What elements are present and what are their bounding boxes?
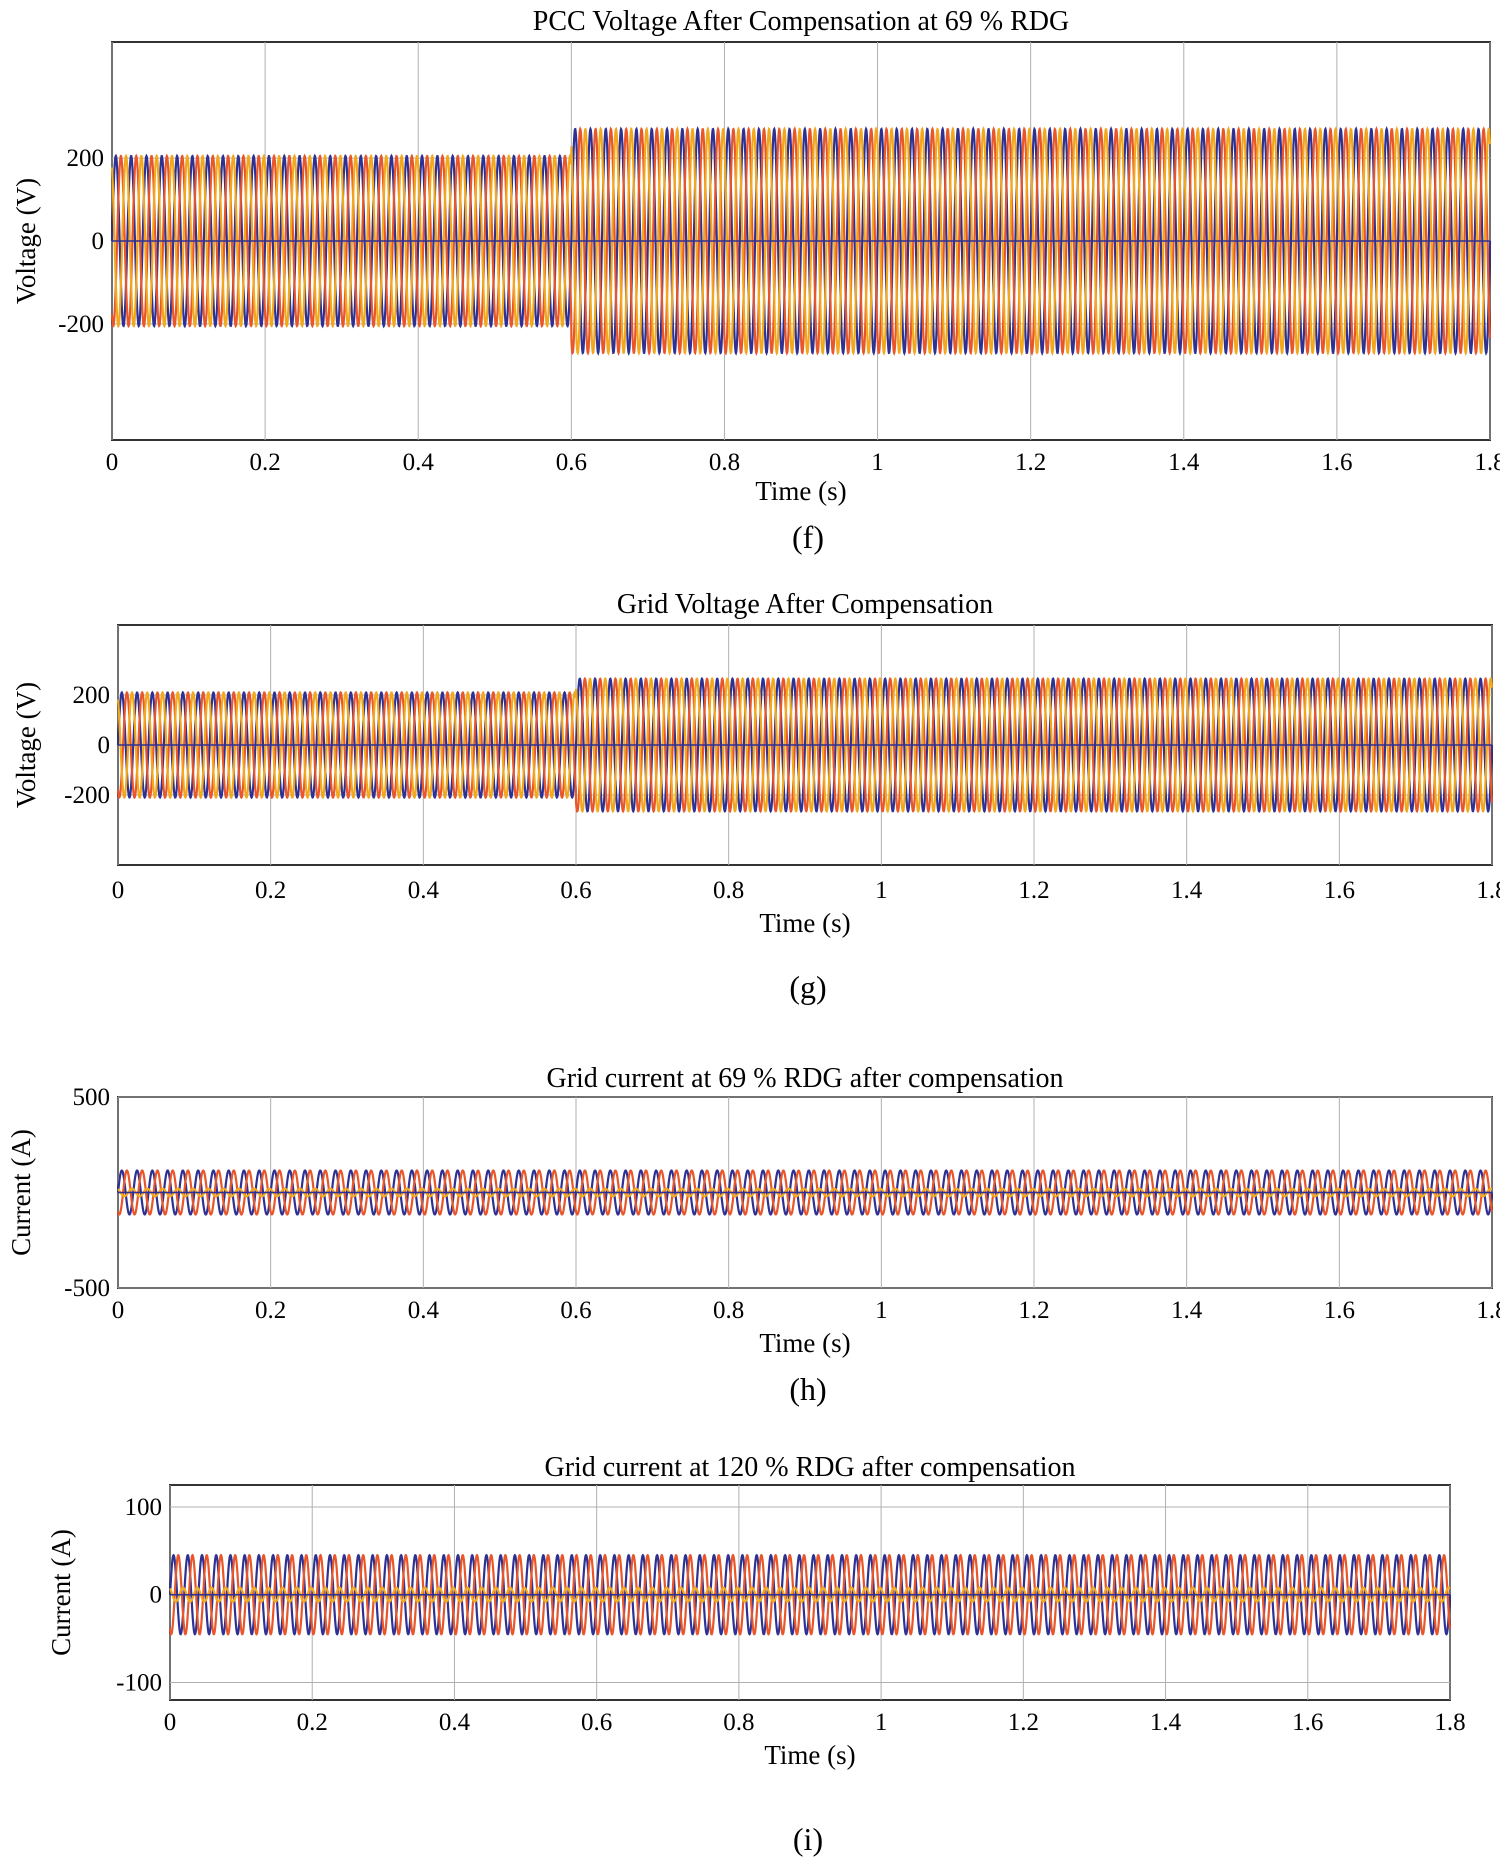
series-line-phase-b <box>116 1169 1494 1216</box>
x-tick-label: 0 <box>112 877 125 904</box>
x-tick-label: 0.6 <box>560 877 591 904</box>
x-tick-label: 0.4 <box>403 449 435 476</box>
chart-panel-h: Grid current at 69 % RDG after compensat… <box>0 1050 1500 1420</box>
y-tick-label: 500 <box>73 1084 111 1111</box>
x-tick-label: 0.8 <box>709 449 740 476</box>
x-tick-label: 0.6 <box>560 1297 591 1324</box>
y-tick-label: 200 <box>73 682 111 709</box>
x-tick-label: 1 <box>875 1709 888 1736</box>
chart-i: Grid current at 120 % RDG after compensa… <box>46 1452 1466 1857</box>
y-tick-label: -200 <box>64 782 110 809</box>
x-tick-label: 1.8 <box>1476 1297 1500 1324</box>
x-tick-label: 1.4 <box>1168 449 1200 476</box>
chart-title: Grid current at 120 % RDG after compensa… <box>544 1452 1075 1483</box>
series-line-phase-b <box>168 1553 1452 1636</box>
y-tick-label: 100 <box>125 1494 163 1521</box>
x-tick-label: 0.4 <box>439 1709 471 1736</box>
x-tick-label: 0.6 <box>581 1709 612 1736</box>
x-tick-label: 1.4 <box>1171 1297 1203 1324</box>
x-tick-label: 1.8 <box>1476 877 1500 904</box>
x-tick-label: 1.4 <box>1171 877 1203 904</box>
chart-g: Grid Voltage After Compensation 0 0.2 0.4 0.… <box>11 589 1500 1005</box>
x-tick-label: 1 <box>871 449 884 476</box>
chart-f: PCC Voltage After Compensation at 69 % R… <box>11 6 1500 555</box>
chart-panel-f: PCC Voltage After Compensation at 69 % R… <box>0 0 1500 560</box>
x-tick-label: 0.2 <box>255 1297 286 1324</box>
x-tick-label: 1.2 <box>1018 877 1049 904</box>
x-tick-label: 0.2 <box>249 449 280 476</box>
x-tick-label: 0 <box>164 1709 177 1736</box>
chart-h: Grid current at 69 % RDG after compensat… <box>6 1063 1500 1407</box>
y-tick-label: -100 <box>116 1669 162 1696</box>
x-axis-label: Time (s) <box>755 476 846 506</box>
series-line-phase-c <box>169 1586 1451 1603</box>
x-tick-label: 0 <box>106 449 119 476</box>
x-tick-label: 0.2 <box>297 1709 328 1736</box>
x-tick-label: 1.8 <box>1474 449 1500 476</box>
x-tick-label: 1.2 <box>1008 1709 1039 1736</box>
y-tick-label: 200 <box>67 145 105 172</box>
x-tick-label: 0.8 <box>713 877 744 904</box>
x-tick-label: 0.8 <box>723 1709 754 1736</box>
y-tick-label: 0 <box>150 1582 163 1609</box>
x-tick-label: 0.2 <box>255 877 286 904</box>
x-tick-label: 1.6 <box>1292 1709 1323 1736</box>
x-tick-label: 1.6 <box>1324 1297 1355 1324</box>
x-tick-label: 1.4 <box>1150 1709 1182 1736</box>
figure-caption: (g) <box>789 969 826 1005</box>
y-axis-label: Current (A) <box>46 1529 76 1656</box>
figure-caption: (f) <box>792 519 824 555</box>
chart-panel-g: Grid Voltage After Compensation 0 0.2 0.4 0.… <box>0 580 1500 1030</box>
y-axis-label: Voltage (V) <box>11 682 41 808</box>
x-axis-label: Time (s) <box>764 1740 855 1770</box>
series-line-phase-c <box>116 676 1494 814</box>
x-tick-label: 1.2 <box>1018 1297 1049 1324</box>
x-tick-label: 0.4 <box>408 1297 440 1324</box>
x-tick-label: 1 <box>875 1297 888 1324</box>
series-line-phase-c <box>110 125 1492 357</box>
x-tick-label: 0.4 <box>408 877 440 904</box>
y-tick-label: -500 <box>64 1275 110 1302</box>
x-tick-label: 0 <box>112 1297 125 1324</box>
x-tick-label: 1 <box>875 877 888 904</box>
y-tick-label: 0 <box>98 732 111 759</box>
x-tick-label: 1.8 <box>1434 1709 1465 1736</box>
figure-caption: (i) <box>793 1821 823 1857</box>
chart-panel-i: Grid current at 120 % RDG after compensa… <box>0 1440 1500 1867</box>
x-tick-label: 1.6 <box>1324 877 1355 904</box>
x-tick-label: 0.6 <box>556 449 587 476</box>
y-tick-label: -200 <box>58 311 104 338</box>
x-tick-label: 0.8 <box>713 1297 744 1324</box>
series-line-phase-b <box>110 125 1492 357</box>
y-tick-label: 0 <box>92 228 105 255</box>
x-tick-label: 1.2 <box>1015 449 1046 476</box>
x-axis-label: Time (s) <box>759 908 850 938</box>
chart-title: PCC Voltage After Compensation at 69 % R… <box>533 6 1069 37</box>
x-axis-label: Time (s) <box>759 1328 850 1358</box>
series-line-phase-b <box>116 676 1494 814</box>
chart-title: Grid Voltage After Compensation <box>617 589 993 620</box>
y-axis-label: Current (A) <box>6 1129 36 1256</box>
chart-title: Grid current at 69 % RDG after compensat… <box>546 1063 1063 1094</box>
y-axis-label: Voltage (V) <box>11 178 41 304</box>
figure-caption: (h) <box>789 1371 826 1407</box>
series-line-phase-c <box>117 1187 1493 1198</box>
x-tick-label: 1.6 <box>1321 449 1352 476</box>
